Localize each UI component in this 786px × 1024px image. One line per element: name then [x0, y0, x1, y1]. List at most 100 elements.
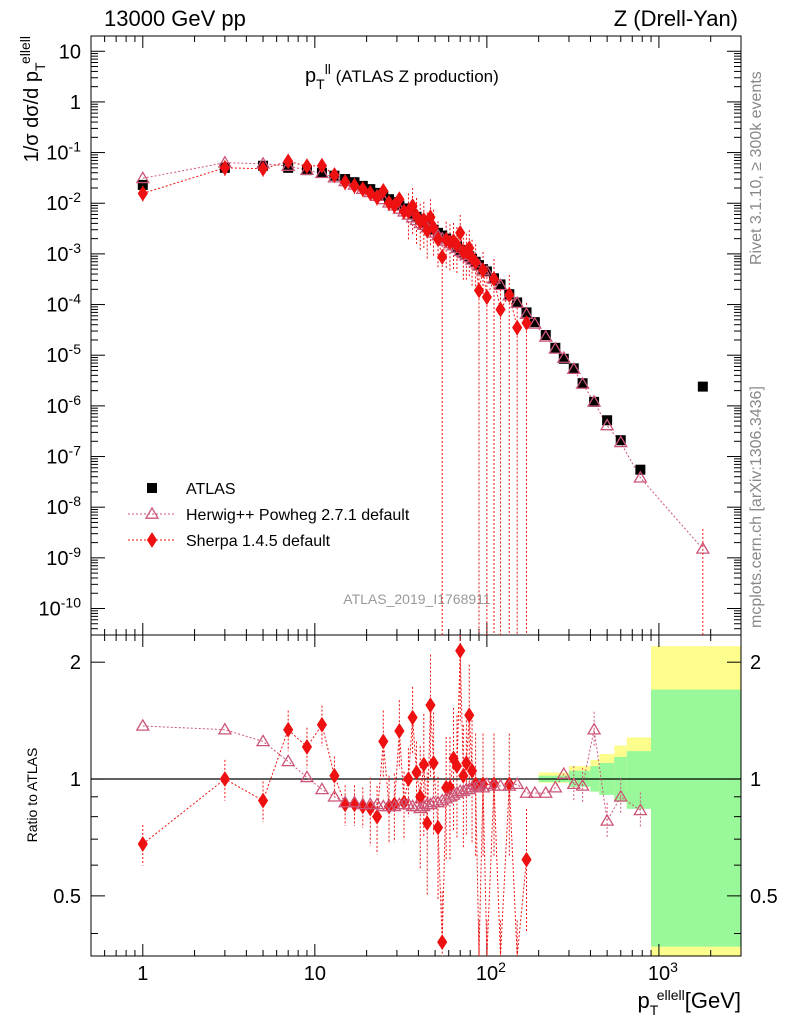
herwig-ratio-point	[566, 776, 581, 790]
herwig-data-point	[599, 418, 615, 431]
herwig-ratio-point	[327, 789, 342, 802]
sherpa-ratio-point	[283, 721, 294, 738]
y-tick-label: 10-7	[46, 443, 81, 469]
herwig-ratio-point	[387, 799, 402, 812]
atlas-data-point	[635, 464, 646, 475]
sherpa-data-point	[470, 254, 481, 271]
sherpa-ratio-point	[411, 764, 422, 781]
y-tick-label: 10-2	[46, 189, 81, 215]
atlas-data-point	[615, 435, 626, 446]
sherpa-ratio-point	[394, 723, 405, 739]
sherpa-ratio-point	[403, 771, 414, 787]
herwig-ratio-point	[347, 795, 362, 808]
herwig-ratio-point	[446, 787, 461, 800]
herwig-ratio-point	[413, 801, 428, 814]
herwig-ratio-point	[409, 799, 424, 812]
y-tick-label: 10-1	[46, 139, 81, 165]
sherpa-ratio-point	[428, 755, 439, 771]
atlas-data-point	[568, 363, 579, 374]
legend-herwig-marker	[144, 506, 160, 519]
atlas-data-point	[529, 317, 540, 328]
sherpa-ratio-point	[349, 796, 360, 813]
sherpa-ratio-point	[451, 758, 463, 774]
sherpa-data-point	[477, 262, 489, 278]
atlas-data-point	[589, 396, 600, 407]
sherpa-ratio-point	[418, 756, 429, 773]
herwig-data-point	[538, 329, 553, 342]
legend: ATLAS Herwig++ Powheg 2.7.1 default Sherpa…	[128, 481, 410, 550]
sherpa-data-point	[428, 219, 439, 236]
herwig-ratio-point	[135, 718, 150, 731]
rivet-version-label: Rivet 3.1.10, ≥ 300k events	[748, 71, 765, 265]
ratio-y-tick-label: 1	[70, 769, 81, 791]
herwig-ratio-point	[586, 722, 602, 735]
legend-label: Herwig++ Powheg 2.7.1 default	[186, 507, 410, 524]
sherpa-ratio-point	[461, 755, 472, 771]
herwig-ratio-point	[575, 778, 590, 791]
sherpa-data-point	[394, 191, 405, 208]
atlas-data-point	[137, 179, 148, 190]
herwig-data-point	[566, 361, 581, 375]
sherpa-data-point	[137, 185, 148, 202]
legend-label: ATLAS	[186, 481, 236, 498]
sherpa-ratio-point	[464, 707, 475, 724]
sherpa-data-point	[283, 153, 294, 170]
herwig-ratio-point	[548, 780, 563, 793]
ratio-panel-frame	[90, 634, 742, 957]
herwig-ratio-point	[439, 791, 454, 804]
herwig-ratio-point	[468, 780, 483, 793]
herwig-ratio-point	[556, 766, 571, 779]
herwig-ratio-point	[314, 782, 330, 795]
herwig-ratio-point	[281, 754, 296, 767]
sherpa-data-point	[495, 301, 506, 318]
sherpa-ratio-point	[432, 819, 444, 836]
sherpa-data-point	[437, 249, 448, 265]
sherpa-ratio-point	[301, 738, 313, 755]
herwig-ratio-point	[599, 813, 615, 826]
sherpa-data-point	[316, 157, 328, 174]
band-inner-bin	[651, 689, 741, 947]
sherpa-ratio-point	[371, 808, 383, 825]
y-tick-label: 10-9	[46, 544, 81, 570]
sherpa-ratio-point	[521, 851, 532, 868]
sherpa-data-point	[425, 209, 436, 226]
series-layer	[135, 153, 710, 957]
band-inner-bin	[626, 751, 652, 809]
sherpa-data-point	[504, 286, 515, 303]
herwig-ratio-point	[479, 776, 495, 790]
sherpa-data-point	[407, 198, 418, 214]
herwig-ratio-point	[299, 770, 315, 783]
ratio-y-tick-label: 2	[70, 652, 81, 674]
atlas-data-point	[540, 330, 551, 341]
sherpa-data-point	[357, 181, 368, 198]
herwig-data-point	[493, 278, 508, 291]
ratio-y-tick-label: 0.5	[750, 886, 778, 908]
herwig-ratio-point	[527, 785, 542, 798]
ratio-y-tick-label: 0.5	[53, 886, 81, 908]
sherpa-ratio-point	[340, 796, 351, 813]
uncertainty-band	[538, 646, 741, 956]
herwig-data-point	[548, 341, 563, 354]
atlas-data-point	[558, 353, 569, 364]
axes-frame: 1 10 102 10310-1010-910-810-710-610-510-410…	[17, 35, 778, 1018]
herwig-ratio-point	[519, 785, 534, 798]
herwig-ratio-point	[363, 797, 378, 810]
herwig-ratio-point	[475, 780, 491, 793]
atlas-data-point	[550, 342, 561, 353]
sherpa-ratio-point	[425, 697, 436, 714]
sherpa-data-point	[365, 184, 376, 201]
herwig-ratio-point	[510, 776, 525, 790]
y-tick-label: 1	[70, 92, 81, 114]
y-tick-label: 10-3	[46, 240, 81, 266]
sherpa-data-point	[488, 271, 500, 287]
y-tick-label: 10-10	[39, 595, 82, 621]
sherpa-data-point	[371, 189, 383, 206]
sherpa-data-point	[432, 231, 444, 248]
herwig-ratio-point	[355, 797, 370, 810]
herwig-ratio-point	[493, 778, 508, 791]
sherpa-data-point	[378, 182, 389, 199]
atlas-data-point	[577, 378, 588, 389]
atlas-data-point	[512, 297, 523, 308]
legend-label: Sherpa 1.4.5 default	[186, 533, 331, 550]
